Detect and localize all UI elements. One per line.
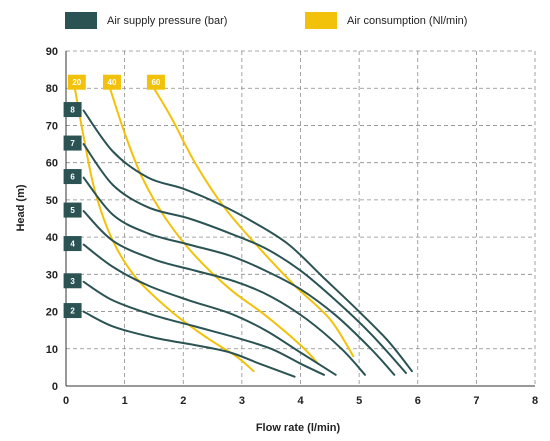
pressure-tag-7 [63,135,82,151]
pressure-tag-label: 8 [70,106,75,115]
consumption-line-40 [109,87,320,365]
x-tick-label: 3 [239,395,245,407]
legend-label-pressure: Air supply pressure (bar) [107,15,227,27]
x-tick-label: 8 [532,395,538,407]
legend-swatch-pressure [65,12,97,29]
pressure-line-2 [82,310,296,378]
pressure-tag-4 [63,236,82,252]
x-tick-label: 7 [473,395,479,407]
pressure-tag-label: 2 [70,307,75,316]
x-tick-label: 4 [297,395,304,407]
x-tick-label: 2 [180,395,186,407]
pressure-line-8 [82,109,413,373]
pressure-tag-label: 4 [70,240,75,249]
y-tick-label: 30 [46,269,58,281]
consumption-line-60 [152,87,355,358]
y-tick-label: 10 [46,344,58,356]
legend-label-consumption: Air consumption (Nl/min) [347,15,467,27]
consumption-tag-60 [146,74,165,90]
pressure-tag-label: 5 [70,206,75,215]
pressure-line-7 [82,143,407,374]
pressure-line-6 [82,176,396,376]
pressure-tag-2 [63,303,82,319]
grid [66,50,536,386]
x-tick-label: 5 [356,395,362,407]
x-tick-label: 6 [415,395,421,407]
y-tick-label: 90 [46,46,58,58]
x-tick-label: 0 [63,395,69,407]
y-tick-label: 70 [46,120,58,132]
x-axis-label: Flow rate (l/min) [256,422,341,434]
series-tags: 2 3 4 5 6 7 8 20 40 60 [63,74,165,319]
consumption-tag-label: 40 [108,78,117,87]
pressure-tag-3 [63,273,82,289]
pressure-tag-5 [63,202,82,218]
y-axis-label: Head (m) [15,184,27,231]
x-tick-label: 1 [122,395,128,407]
y-tick-label: 50 [46,195,58,207]
pressure-tag-8 [63,102,82,118]
series-lines [73,87,413,378]
y-tick-label: 20 [46,307,58,319]
y-tick-label: 80 [46,83,58,95]
pressure-line-4 [82,243,337,376]
consumption-tag-20 [67,74,86,90]
y-tick-label: 60 [46,158,58,170]
pressure-line-5 [82,210,366,376]
pressure-tag-label: 6 [70,173,75,182]
consumption-tag-40 [102,74,121,90]
y-tick-label: 40 [46,232,58,244]
y-tick-label: 0 [52,381,58,393]
pressure-line-3 [82,280,325,376]
consumption-tag-label: 20 [72,78,81,87]
consumption-tag-label: 60 [151,78,160,87]
legend-swatch-consumption [305,12,337,29]
pressure-tag-label: 7 [70,139,75,148]
pressure-tag-6 [63,169,82,185]
pressure-tag-label: 3 [70,277,75,286]
